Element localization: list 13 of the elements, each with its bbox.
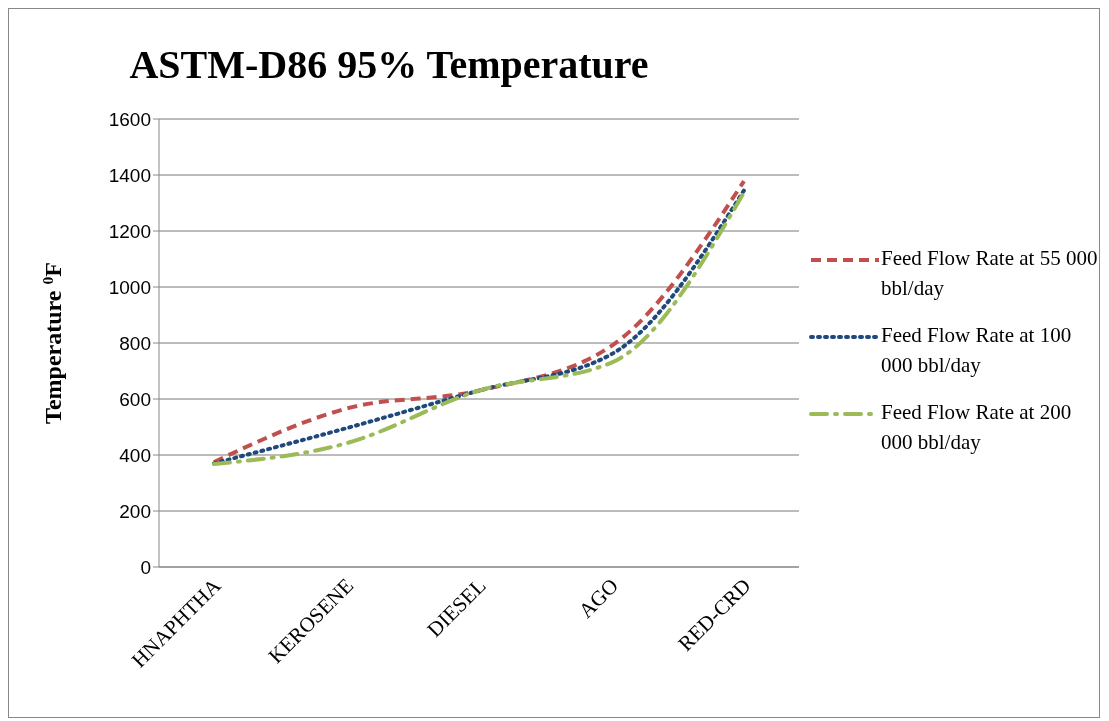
y-tick-label: 0 [140, 556, 151, 578]
y-tick-label: 1000 [108, 276, 151, 298]
y-tick-label: 200 [119, 500, 151, 522]
y-tick-label: 600 [119, 388, 151, 410]
y-tick-label: 1600 [108, 108, 151, 130]
chart-title: ASTM-D86 95% Temperature [128, 41, 650, 88]
legend-label: Feed Flow Rate at 200 000 bbl/day [881, 398, 1073, 456]
y-tick-label: 800 [119, 332, 151, 354]
y-tick-label: 400 [119, 444, 151, 466]
legend-label: Feed Flow Rate at 55 000 bbl/day [881, 244, 1099, 302]
y-tick-label: 1400 [108, 164, 151, 186]
legend-label: Feed Flow Rate at 100 000 bbl/day [881, 321, 1073, 379]
y-tick-label: 1200 [108, 220, 151, 242]
